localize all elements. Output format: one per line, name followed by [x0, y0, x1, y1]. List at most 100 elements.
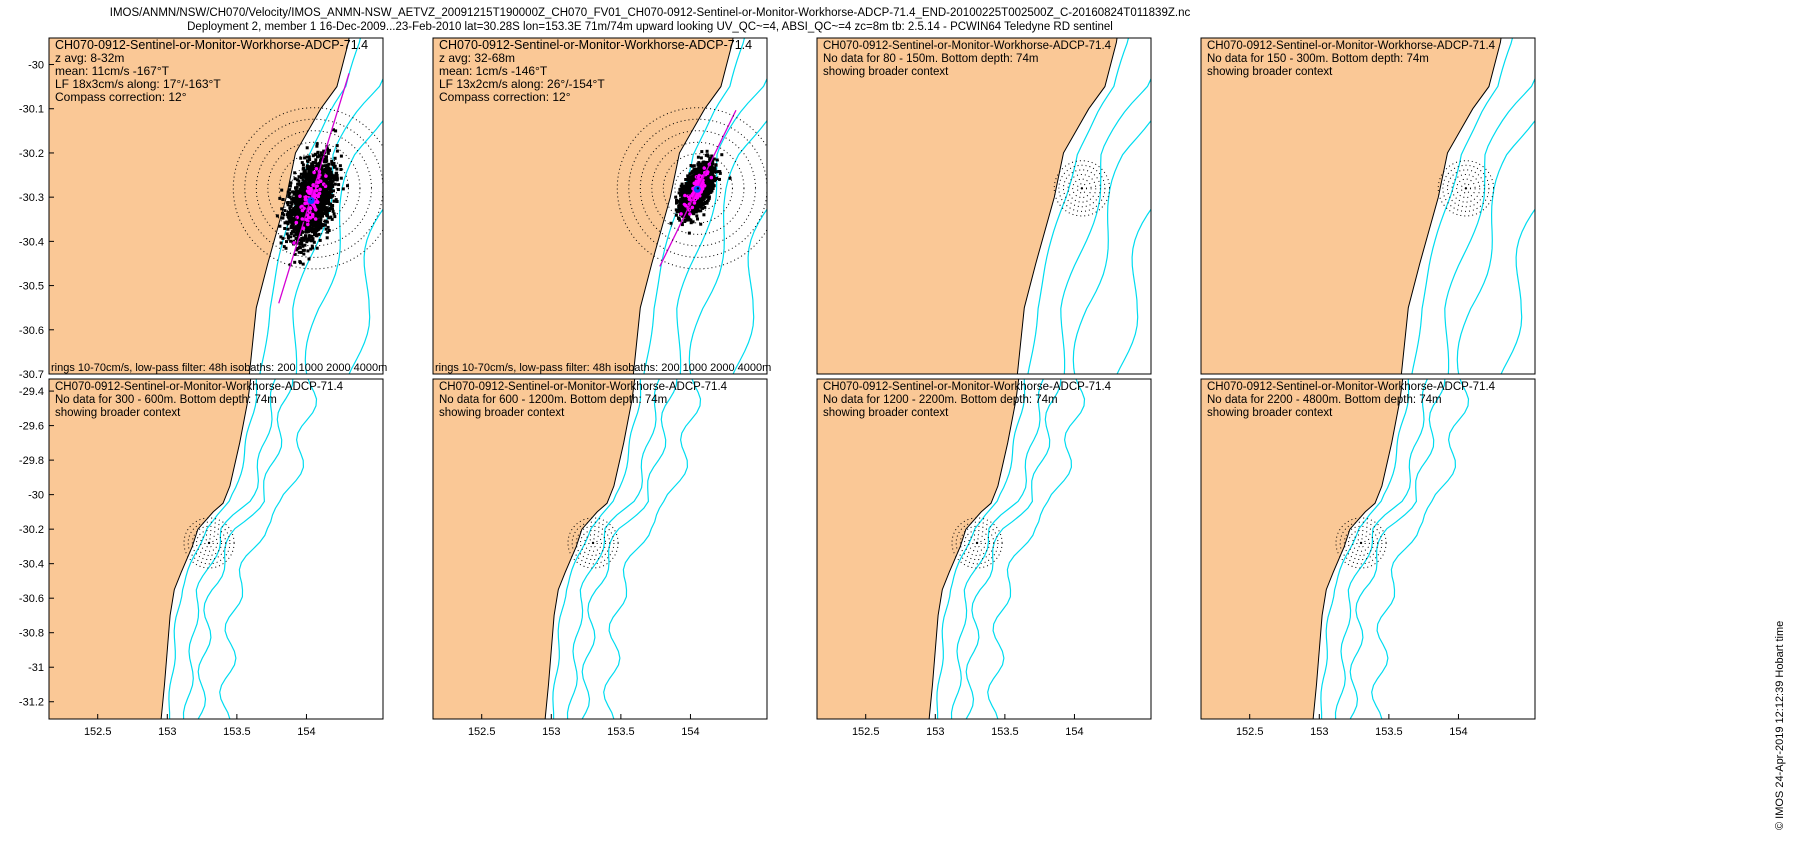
- velocity-ring: [204, 538, 214, 548]
- panel-instrument-label: CH070-0912-Sentinel-or-Monitor-Workhorse…: [55, 381, 344, 393]
- isobath-line: [965, 379, 1062, 719]
- land-area: [1201, 38, 1502, 374]
- y-tick-label: -30.2: [19, 524, 44, 536]
- panel-7: 152.5 153 153.5 154 CH070-0912-Sentinel-or-M…: [816, 378, 1152, 738]
- y-tick-label: -29.8: [19, 455, 44, 467]
- isobath-line: [1444, 77, 1535, 374]
- mooring-marker: [312, 187, 316, 190]
- velocity-ring: [1058, 164, 1106, 212]
- panel-6: 152.5 153 153.5 154 CH070-0912-Sentinel-or-M…: [432, 378, 768, 738]
- velocity-ring: [639, 130, 756, 247]
- velocity-ring: [1446, 169, 1485, 208]
- panel-info-line: LF 13x2cm/s along: 26°/-154°T: [439, 77, 605, 91]
- velocity-ring: [1437, 160, 1495, 217]
- velocity-ring: [187, 521, 231, 565]
- isobath-line: [304, 119, 383, 374]
- velocity-ring: [1352, 534, 1370, 552]
- panel-frame: [48, 37, 384, 375]
- x-tick-label: 153.5: [1375, 726, 1403, 738]
- velocity-ring: [972, 538, 982, 548]
- velocity-ring: [278, 153, 349, 224]
- velocity-ring: [662, 153, 733, 224]
- x-tick-label: 154: [1449, 726, 1467, 738]
- isobath-line: [1334, 379, 1428, 719]
- panel-caption: rings 10-70cm/s, low-pass filter: 48h is…: [51, 362, 387, 374]
- panel-info-line: showing broader context: [1207, 66, 1333, 78]
- velocity-ring: [1053, 160, 1111, 217]
- y-tick-label: -30.3: [19, 192, 44, 204]
- velocity-ring: [955, 521, 999, 565]
- panel-8: 152.5 153 153.5 154 CH070-0912-Sentinel-or-M…: [1200, 378, 1536, 738]
- mooring-marker: [591, 541, 595, 545]
- panel-info-line: No data for 80 - 150m. Bottom depth: 74m: [823, 53, 1038, 65]
- velocity-rings: [951, 517, 1003, 569]
- isobath-line: [581, 379, 678, 719]
- y-tick-label: -31: [28, 662, 44, 674]
- isobath-line: [219, 379, 318, 719]
- panel-info-line: mean: 1cm/s -146°T: [439, 64, 548, 78]
- panel-info-line: showing broader context: [55, 407, 181, 419]
- isobath-line: [1060, 77, 1151, 374]
- mooring-marker: [1464, 187, 1468, 190]
- x-tick-label: 152.5: [468, 726, 496, 738]
- isobath-line: [1072, 119, 1151, 374]
- velocity-ring: [1348, 529, 1375, 556]
- velocity-ring: [1335, 517, 1387, 569]
- x-tick-label: 154: [681, 726, 699, 738]
- velocity-ring: [183, 517, 235, 569]
- panel-instrument-label: CH070-0912-Sentinel-or-Monitor-Workhorse…: [1207, 381, 1496, 393]
- velocity-ring: [580, 529, 607, 556]
- y-tick-label: -29.4: [19, 386, 44, 398]
- isobath-line: [688, 119, 767, 374]
- velocity-ring: [588, 538, 598, 548]
- panel-plot-area: [817, 379, 1086, 719]
- panel-frame: [432, 378, 768, 720]
- velocity-ring: [1067, 173, 1097, 203]
- velocity-rings: [1437, 160, 1495, 217]
- isobath-line: [603, 379, 702, 719]
- y-tick-label: -30.5: [19, 281, 44, 293]
- panel-frame: [816, 37, 1152, 375]
- mooring-marker: [696, 187, 700, 190]
- isobath-line: [676, 77, 767, 374]
- isobath-line: [1349, 379, 1446, 719]
- mooring-marker: [1080, 187, 1084, 190]
- panel-info-line: No data for 300 - 600m. Bottom depth: 74…: [55, 394, 277, 406]
- isobath-line: [566, 379, 660, 719]
- velocity-ring: [301, 176, 326, 201]
- panel-info-line: No data for 150 - 300m. Bottom depth: 74…: [1207, 53, 1429, 65]
- land-area: [49, 38, 350, 374]
- panel-caption: rings 10-70cm/s, low-pass filter: 48h is…: [435, 362, 771, 374]
- velocity-rings: [1335, 517, 1387, 569]
- mean-velocity-marker: [307, 197, 315, 205]
- velocity-ring: [232, 107, 383, 270]
- velocity-ring: [1076, 183, 1088, 194]
- panel-frame: [48, 378, 384, 720]
- figure-title-line-1: IMOS/ANMN/NSW/CH070/Velocity/IMOS_ANMN-N…: [109, 7, 1191, 19]
- panel-info-line: showing broader context: [439, 407, 565, 419]
- velocity-ring: [1339, 521, 1383, 565]
- panel-instrument-label: CH070-0912-Sentinel-or-Monitor-Workhorse…: [55, 38, 368, 52]
- panel-2: CH070-0912-Sentinel-or-Monitor-Workhorse…: [432, 37, 771, 375]
- y-tick-label: -30.6: [19, 593, 44, 605]
- velocity-ring: [571, 521, 615, 565]
- x-tick-label: 154: [297, 726, 315, 738]
- panel-info-line: showing broader context: [823, 407, 949, 419]
- y-tick-label: -30.8: [19, 628, 44, 640]
- panel-4: CH070-0912-Sentinel-or-Monitor-Workhorse…: [1200, 37, 1536, 375]
- velocity-rings: [567, 517, 619, 569]
- velocity-ring: [1062, 169, 1101, 208]
- isobath-line: [950, 379, 1044, 719]
- panel-info-line: LF 18x3cm/s along: 17°/-163°T: [55, 77, 221, 91]
- panel-info-line: Compass correction: 12°: [55, 90, 187, 104]
- x-tick-label: 153: [926, 726, 944, 738]
- panel-info-line: showing broader context: [823, 66, 949, 78]
- panel-3: CH070-0912-Sentinel-or-Monitor-Workhorse…: [816, 37, 1152, 375]
- x-tick-label: 152.5: [84, 726, 112, 738]
- mooring-marker: [975, 541, 979, 545]
- velocity-ring: [200, 534, 218, 552]
- velocity-rings: [183, 517, 235, 569]
- y-tick-label: -31.2: [19, 697, 44, 709]
- x-tick-label: 153: [542, 726, 560, 738]
